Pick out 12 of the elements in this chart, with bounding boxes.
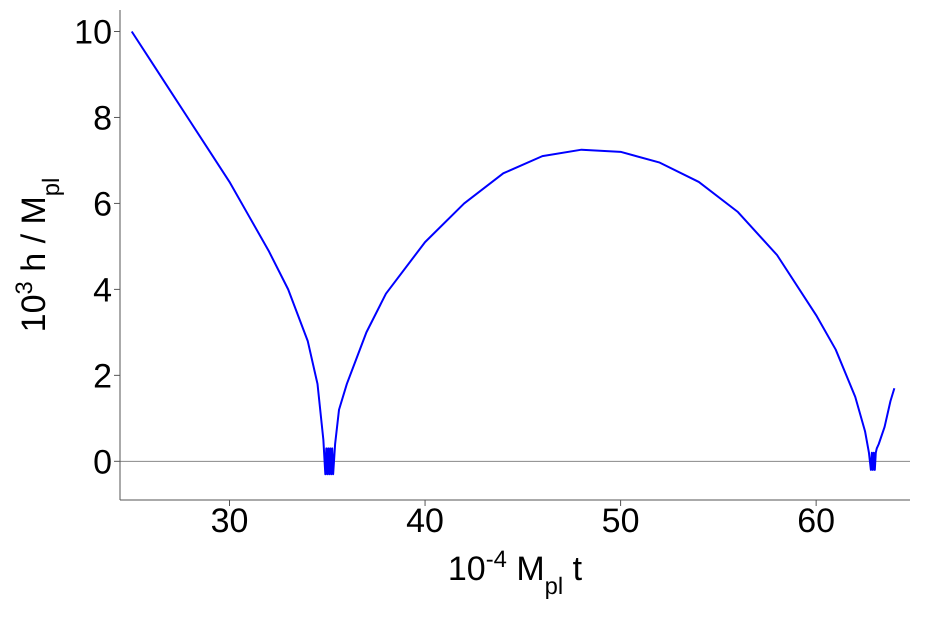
x-tick-label: 50 bbox=[602, 502, 640, 540]
y-tick-label: 4 bbox=[93, 271, 112, 310]
y-tick-label: 2 bbox=[93, 357, 112, 396]
x-axis-title: 10$^{-4}$ M$_{pl}$ t bbox=[448, 546, 583, 600]
y-tick-label: 8 bbox=[93, 100, 112, 138]
x-tick-label: 30 bbox=[210, 502, 248, 540]
y-tick-label: 0 bbox=[93, 443, 112, 482]
x-tick-label: 60 bbox=[797, 502, 836, 540]
y-tick-label: 6 bbox=[93, 185, 112, 224]
line-series bbox=[130, 30, 896, 476]
x-tick-label: 40 bbox=[406, 502, 444, 540]
y-tick-label: 10 bbox=[74, 14, 112, 52]
